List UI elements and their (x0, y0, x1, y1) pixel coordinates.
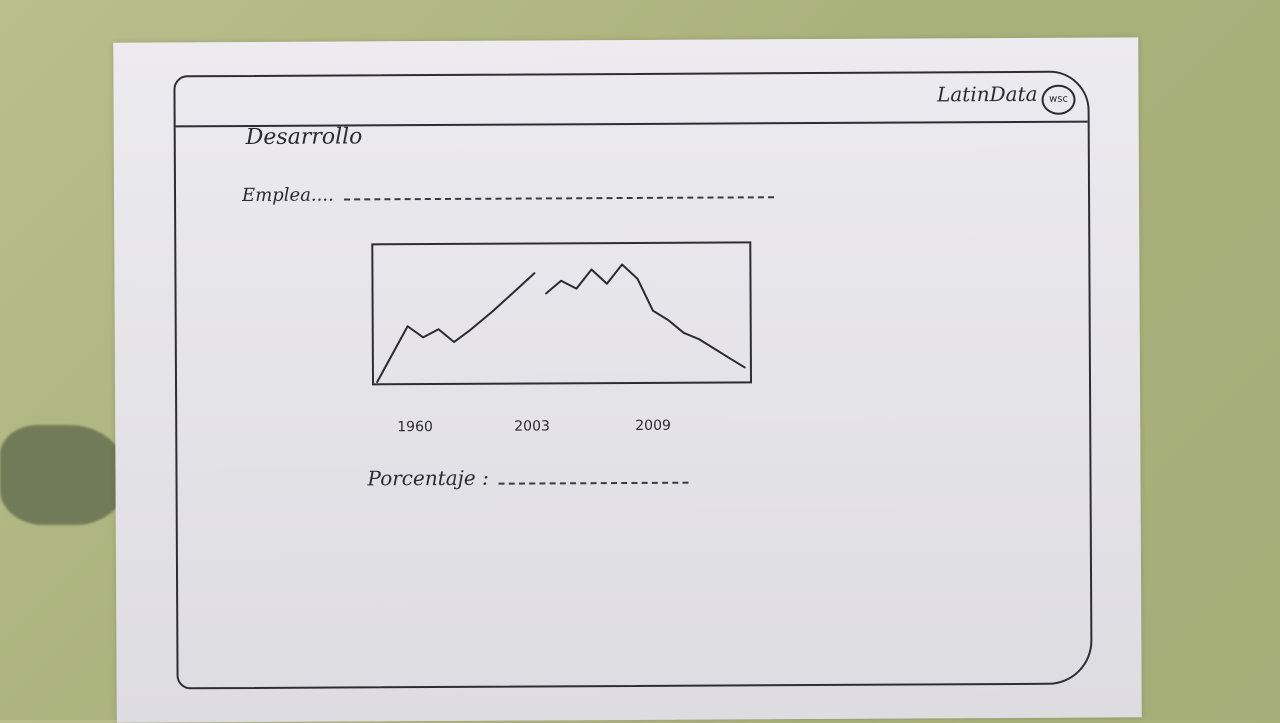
brand-name[interactable]: LatinData (936, 81, 1038, 107)
data-point-2012 (698, 338, 700, 340)
data-point-2007 (621, 263, 623, 266)
series-line-segment-2 (545, 263, 746, 369)
title-bar: LatinData wsc (175, 72, 1088, 128)
data-point-2015 (744, 366, 746, 369)
tick-label-2009: 2009 (635, 417, 671, 434)
data-point-2005 (590, 268, 593, 271)
data-point-2004 (575, 287, 578, 290)
porcentaje-field: Porcentaje : (367, 465, 689, 491)
data-point-2001 (533, 272, 536, 274)
porcentaje-label: Porcentaje : (367, 465, 489, 491)
data-point-2010 (667, 319, 670, 321)
data-point-2013 (713, 347, 716, 350)
page-title: Desarrollo (245, 124, 363, 150)
series-line-segment-1 (376, 272, 536, 383)
data-point-1976 (437, 328, 440, 331)
wall-stain (0, 425, 125, 525)
data-point-2011 (682, 332, 685, 334)
sketch-paper: LatinData wsc Desarrollo Emplea.... 1960… (113, 37, 1142, 723)
logo-icon[interactable]: wsc (1041, 84, 1076, 115)
emplea-field: Emplea.... (242, 182, 774, 206)
app-window: LatinData wsc Desarrollo Emplea.... 1960… (173, 70, 1093, 690)
data-point-1980 (453, 341, 455, 343)
data-point-1996 (514, 289, 517, 292)
data-point-1990 (491, 310, 494, 313)
emplea-value-placeholder (343, 196, 774, 201)
porcentaje-value-placeholder (498, 481, 689, 485)
plot-frame (371, 241, 753, 386)
chart-svg (371, 241, 753, 386)
employment-chart: 1960 2003 2009 (366, 234, 757, 436)
data-point-2008 (636, 277, 639, 280)
data-point-2003 (560, 279, 562, 282)
tick-label-1960: 1960 (397, 419, 433, 436)
data-point-2009 (652, 309, 654, 312)
data-point-1960 (376, 381, 378, 384)
emplea-label: Emplea.... (241, 184, 334, 207)
data-point-2002 (545, 292, 547, 295)
data-point-1968 (406, 325, 409, 328)
data-point-2006 (606, 282, 608, 285)
data-point-2014 (728, 357, 731, 359)
tick-label-2003: 2003 (514, 418, 550, 435)
data-point-1972 (422, 336, 424, 339)
data-point-1984 (468, 329, 471, 332)
